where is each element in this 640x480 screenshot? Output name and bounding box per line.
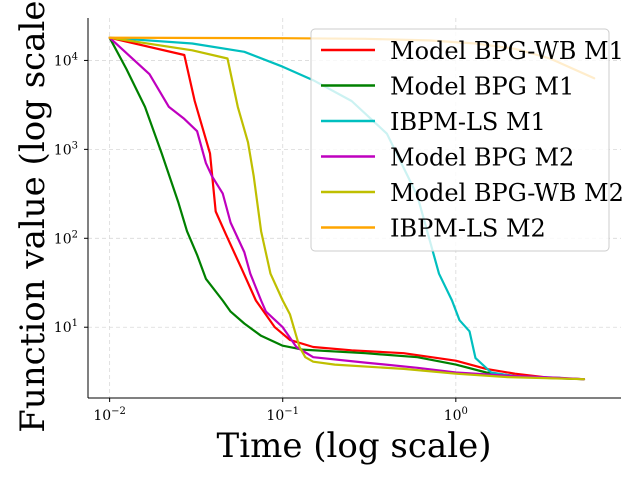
legend-label-4: Model BPG-WB M2: [390, 179, 624, 207]
x-tick-label-1: 10−1: [266, 406, 299, 424]
legend-label-0: Model BPG-WB M1: [390, 37, 624, 65]
x-axis-label: Time (log scale): [217, 426, 492, 466]
y-tick-label-1: 102: [54, 229, 78, 247]
legend-label-3: Model BPG M2: [390, 144, 574, 172]
series-line-model-bpg-m1: [108, 36, 586, 381]
y-tick-label-0: 101: [54, 318, 78, 336]
series-line-model-bpg-wb-m1: [108, 36, 586, 381]
y-axis-label: Function value (log scale): [13, 0, 53, 433]
legend-box: [310, 28, 610, 252]
y-tick-label-2: 103: [54, 140, 78, 158]
legend-label-5: IBPM-LS M2: [390, 215, 546, 243]
y-tick-label-3: 104: [54, 51, 78, 69]
series-line-model-bpg-m2: [108, 36, 586, 381]
axes: [87, 18, 621, 399]
legend-label-2: IBPM-LS M1: [390, 108, 546, 136]
tick-labels: 10−2 10−1 100 101 102 103 104: [54, 51, 468, 424]
x-tick-label-0: 10−2: [93, 406, 126, 424]
series-line-model-bpg-wb-m2: [108, 36, 586, 381]
legend: Model BPG-WB M1 Model BPG M1 IBPM-LS M1 Mod…: [310, 28, 624, 252]
x-tick-label-2: 100: [444, 406, 468, 424]
legend-label-1: Model BPG M1: [390, 73, 574, 101]
